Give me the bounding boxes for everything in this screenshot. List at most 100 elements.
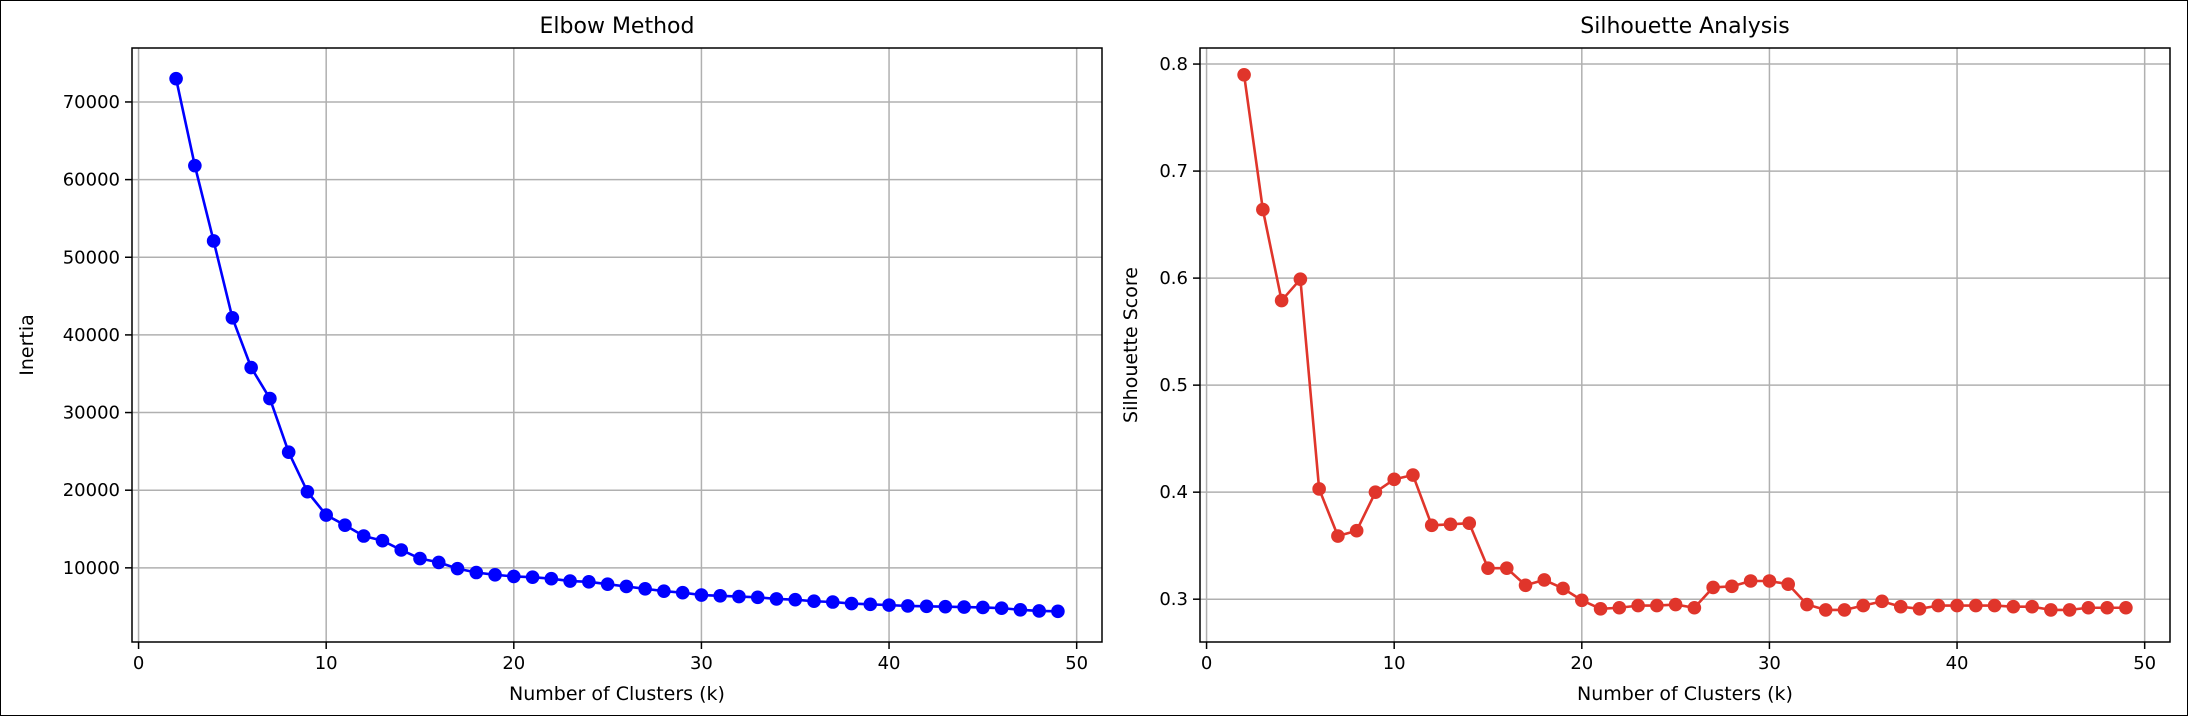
elbow-data-point bbox=[1051, 604, 1065, 619]
elbow-data-point bbox=[807, 594, 821, 609]
elbow-data-point bbox=[394, 543, 409, 557]
elbow-data-point bbox=[675, 585, 690, 600]
elbow-data-point bbox=[206, 234, 221, 248]
elbow-data-point bbox=[582, 575, 596, 589]
elbow-data-point bbox=[469, 565, 484, 580]
elbow-axes-frame bbox=[131, 47, 1103, 643]
silhouette-data-point bbox=[2081, 600, 2096, 615]
silhouette-x-tick-label: 20 bbox=[1570, 653, 1593, 674]
elbow-data-point bbox=[413, 551, 427, 566]
elbow-data-point bbox=[600, 577, 615, 591]
elbow-data-point bbox=[281, 445, 296, 459]
elbow-data-point bbox=[901, 599, 915, 613]
silhouette-data-point bbox=[2044, 603, 2058, 617]
silhouette-data-point bbox=[1743, 574, 1758, 588]
elbow-y-tick-label: 30000 bbox=[63, 403, 120, 424]
elbow-data-point bbox=[769, 592, 784, 606]
elbow-data-point bbox=[844, 596, 859, 611]
silhouette-x-axis-label: Number of Clusters (k) bbox=[1577, 683, 1793, 705]
elbow-data-point bbox=[882, 598, 896, 612]
elbow-data-point bbox=[338, 518, 352, 532]
silhouette-data-point bbox=[1368, 485, 1383, 499]
silhouette-data-point bbox=[1762, 574, 1777, 588]
elbow-y-tick-label: 10000 bbox=[63, 558, 120, 579]
elbow-data-point bbox=[263, 391, 277, 406]
silhouette-grid bbox=[1200, 48, 2170, 642]
elbow-ticks: 0 10 20 30 40 50 10000 20000 30000 40000 50000 6000… bbox=[63, 92, 1088, 674]
elbow-x-axis-label: Number of Clusters (k) bbox=[509, 683, 725, 705]
silhouette-data-point bbox=[1650, 598, 1664, 613]
elbow-data-point bbox=[638, 582, 652, 596]
silhouette-data-point bbox=[1668, 597, 1683, 612]
elbow-title: Elbow Method bbox=[540, 14, 695, 39]
silhouette-data-point bbox=[2062, 603, 2077, 617]
silhouette-y-tick-label: 0.4 bbox=[1159, 482, 1188, 503]
elbow-data-point bbox=[919, 599, 934, 614]
silhouette-data-point bbox=[1499, 561, 1514, 575]
silhouette-y-tick-label: 0.8 bbox=[1159, 54, 1188, 75]
silhouette-data-point bbox=[1481, 561, 1495, 575]
silhouette-data-point bbox=[1443, 517, 1458, 532]
silhouette-data-point bbox=[1575, 593, 1589, 608]
silhouette-data-point bbox=[1706, 580, 1720, 595]
elbow-data-point bbox=[732, 589, 746, 604]
silhouette-data-point bbox=[1518, 578, 1533, 593]
silhouette-data-point bbox=[1856, 598, 1871, 613]
silhouette-data-point bbox=[1349, 523, 1364, 538]
elbow-data-point bbox=[750, 590, 765, 605]
silhouette-data-point bbox=[1424, 518, 1439, 533]
elbow-x-tick-label: 40 bbox=[878, 653, 901, 674]
elbow-data-point bbox=[169, 71, 183, 86]
elbow-data-point bbox=[657, 584, 671, 598]
silhouette-y-tick-label: 0.5 bbox=[1159, 375, 1188, 396]
silhouette-data-point bbox=[2100, 600, 2114, 615]
silhouette-data-point bbox=[1293, 272, 1308, 286]
silhouette-data-point bbox=[1875, 594, 1889, 609]
silhouette-y-tick-label: 0.7 bbox=[1159, 161, 1188, 182]
elbow-data-point bbox=[525, 570, 540, 584]
silhouette-data-point bbox=[1612, 600, 1627, 615]
silhouette-y-axis-label: Silhouette Score bbox=[1120, 267, 1142, 423]
silhouette-data-point bbox=[1893, 599, 1908, 614]
elbow-data-point bbox=[713, 589, 727, 603]
elbow-data-point bbox=[863, 597, 878, 612]
elbow-data-point bbox=[1032, 604, 1046, 618]
silhouette-x-tick-label: 0 bbox=[1201, 653, 1212, 674]
elbow-chart: 0 10 20 30 40 50 10000 20000 30000 40000 50000 6000… bbox=[16, 14, 1103, 705]
elbow-data-point bbox=[450, 561, 465, 576]
silhouette-axes-frame bbox=[1199, 47, 2171, 643]
silhouette-data-point bbox=[1931, 598, 1946, 613]
elbow-data-point bbox=[507, 569, 521, 584]
silhouette-x-tick-label: 40 bbox=[1946, 653, 1969, 674]
silhouette-x-tick-label: 50 bbox=[2133, 653, 2156, 674]
elbow-y-tick-label: 70000 bbox=[63, 92, 120, 113]
elbow-x-tick-label: 10 bbox=[315, 653, 338, 674]
silhouette-data-point bbox=[1537, 573, 1552, 587]
elbow-data-point bbox=[957, 600, 971, 614]
elbow-data-point bbox=[356, 529, 371, 543]
elbow-y-tick-label: 60000 bbox=[63, 170, 120, 191]
silhouette-data-point bbox=[1593, 602, 1608, 616]
silhouette-y-tick-label: 0.3 bbox=[1159, 589, 1188, 610]
elbow-y-tick-label: 20000 bbox=[63, 480, 120, 501]
elbow-data-point bbox=[244, 360, 258, 375]
elbow-data-point bbox=[938, 599, 953, 614]
silhouette-data-point bbox=[2025, 599, 2039, 614]
elbow-data-point bbox=[788, 592, 803, 607]
silhouette-x-tick-label: 30 bbox=[1758, 653, 1781, 674]
silhouette-data-point bbox=[2006, 599, 2021, 614]
silhouette-ticks: 0 10 20 30 40 50 0.3 0.4 0.5 0.6 0.7 0.8 bbox=[1159, 54, 2156, 674]
elbow-data-point bbox=[994, 601, 1009, 616]
silhouette-data-point bbox=[1331, 529, 1345, 543]
silhouette-data-point bbox=[1725, 579, 1739, 594]
silhouette-data-point bbox=[1256, 202, 1270, 217]
silhouette-x-tick-label: 10 bbox=[1383, 653, 1406, 674]
elbow-data-point bbox=[544, 571, 559, 586]
elbow-x-tick-label: 0 bbox=[133, 653, 144, 674]
elbow-data-point bbox=[375, 533, 390, 548]
silhouette-marker-layer bbox=[1237, 67, 2133, 617]
silhouette-data-point bbox=[1237, 67, 1251, 82]
elbow-data-point bbox=[1013, 602, 1028, 617]
elbow-data-point bbox=[431, 555, 446, 570]
